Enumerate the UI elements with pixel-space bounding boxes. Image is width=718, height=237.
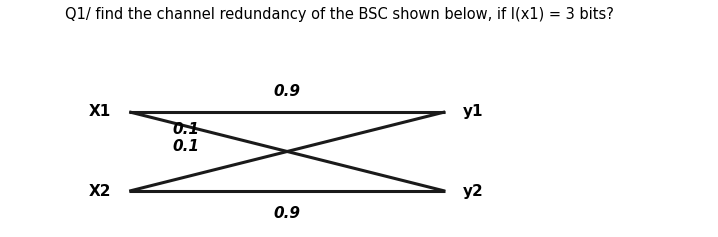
Text: X1: X1	[89, 104, 111, 119]
Text: y2: y2	[463, 184, 484, 199]
Text: 0.9: 0.9	[274, 206, 301, 221]
Text: 0.1: 0.1	[172, 139, 200, 154]
Text: X2: X2	[89, 184, 111, 199]
Text: y1: y1	[463, 104, 484, 119]
Text: 0.1: 0.1	[172, 122, 200, 137]
Text: Q1/ find the channel redundancy of the BSC shown below, if I(x1) = 3 bits?: Q1/ find the channel redundancy of the B…	[65, 7, 613, 22]
Text: 0.9: 0.9	[274, 84, 301, 99]
